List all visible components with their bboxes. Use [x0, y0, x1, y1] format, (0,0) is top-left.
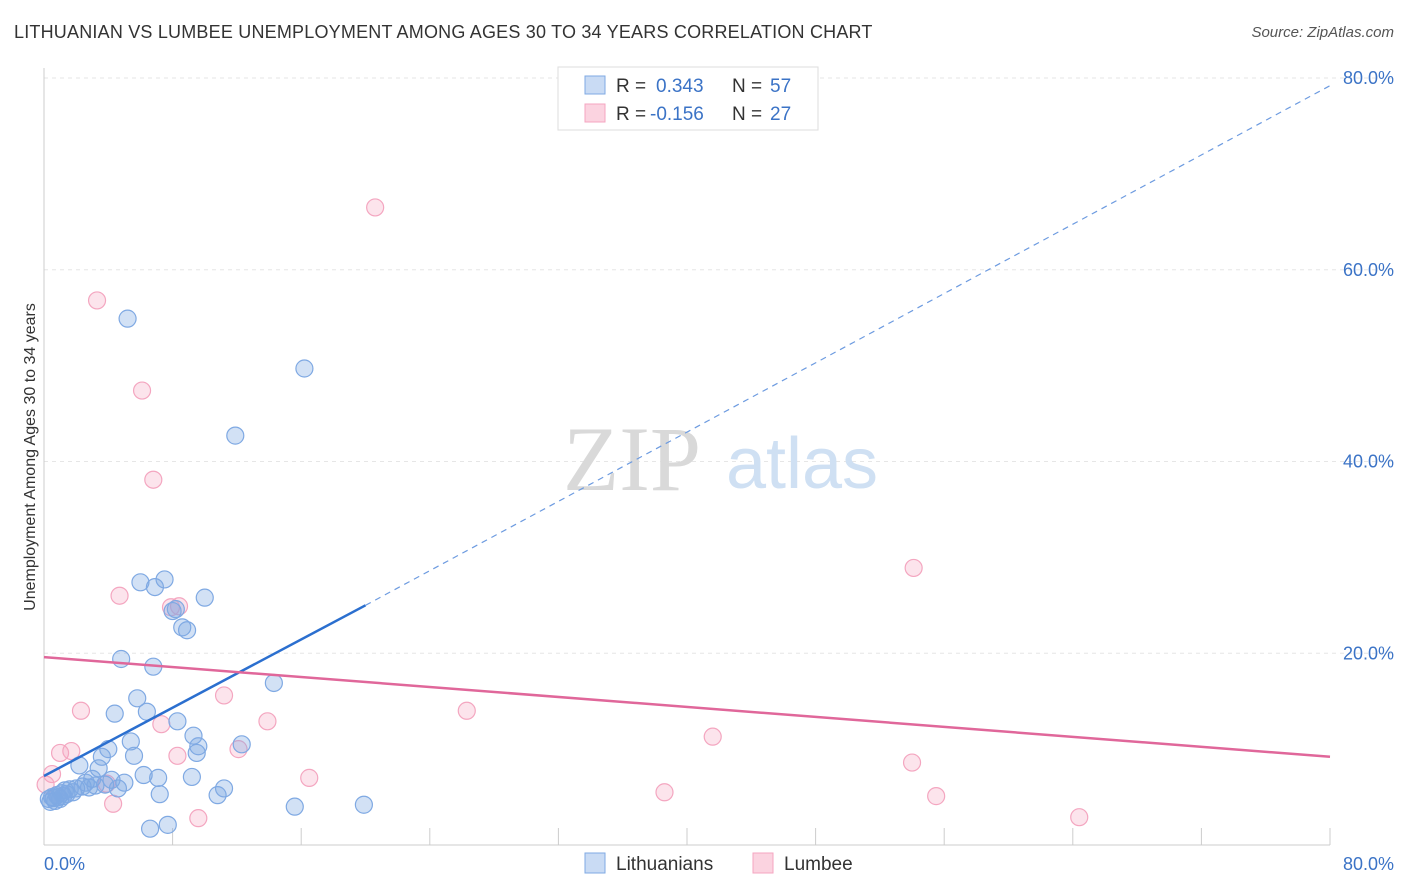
trend-line-lithuanians-extrapolated [365, 85, 1331, 606]
lithuanian-point-59 [285, 797, 304, 816]
lithuanian-point-28 [112, 649, 131, 669]
watermark: ZIP atlas [563, 408, 878, 510]
legend-n-value-2: 27 [770, 104, 791, 125]
y-tick-label-80: 80.0% [1343, 68, 1394, 88]
lithuanian-point-57 [232, 735, 251, 754]
lithuanian-point-31 [121, 732, 140, 751]
bottom-legend-lumbee: Lumbee [784, 854, 853, 875]
lumbee-point-25 [902, 753, 922, 772]
lumbee-point-5 [87, 291, 107, 310]
lithuanian-point-34 [131, 573, 150, 592]
lumbee-point-4 [71, 701, 91, 720]
legend-r-value-2: -0.156 [650, 104, 704, 125]
lumbee-point-19 [300, 768, 319, 787]
chart-title: LITHUANIAN VS LUMBEE UNEMPLOYMENT AMONG … [14, 22, 873, 42]
lithuanian-point-14 [67, 779, 86, 798]
lumbee-point-20 [366, 198, 385, 217]
watermark-atlas: atlas [726, 424, 878, 504]
lithuanian-point-50 [184, 726, 203, 745]
lumbee-point-2 [50, 743, 70, 763]
y-tick-label-40: 40.0% [1343, 452, 1394, 472]
lumbee-point-16 [214, 686, 234, 705]
lithuanian-point-33 [128, 689, 147, 708]
lumbee-point-7 [104, 794, 123, 813]
lithuanian-point-39 [145, 577, 165, 597]
legend-swatch-lithuanians [584, 75, 606, 95]
trend-line-lumbee [43, 655, 1331, 759]
lithuanian-point-21 [89, 759, 108, 778]
lithuanian-point-30 [118, 309, 137, 328]
lithuanian-point-40 [149, 768, 168, 787]
x-tick-label-max: 80.0% [1343, 854, 1394, 874]
lumbee-point-3 [62, 741, 81, 761]
lithuanian-point-56 [226, 426, 245, 445]
legend-swatch-lumbee [584, 103, 606, 123]
lithuanian-point-43 [158, 815, 177, 834]
lithuanian-point-47 [173, 618, 192, 637]
legend-r-value-1: 0.343 [656, 76, 704, 97]
tick-labels: 20.0% 40.0% 60.0% 80.0% 0.0% 80.0% [44, 68, 1394, 874]
correlation-legend: R = 0.343 N = 57 R = -0.156 N = 27 [557, 66, 819, 131]
lumbee-point-24 [904, 558, 923, 578]
legend-n-value-1: 57 [770, 76, 791, 97]
lumbee-point-13 [168, 746, 187, 765]
lithuanian-point-55 [214, 779, 234, 798]
lithuanian-point-29 [115, 773, 134, 792]
lithuanian-point-61 [354, 795, 373, 814]
lumbee-point-8 [110, 586, 129, 605]
bottom-swatch-lumbee [752, 852, 774, 874]
trend-lines [43, 85, 1331, 778]
y-tick-label-20: 20.0% [1343, 643, 1394, 663]
lithuanian-point-11 [57, 785, 76, 804]
y-axis-label: Unemployment Among Ages 30 to 34 years [22, 303, 39, 611]
lithuanian-point-49 [182, 767, 201, 787]
bottom-swatch-lithuanians [584, 852, 606, 874]
legend-n-label-1: N = [732, 76, 762, 97]
lumbee-point-22 [655, 783, 674, 802]
series-legend: Lithuanians Lumbee [584, 852, 853, 875]
lithuanian-point-54 [208, 786, 227, 805]
bottom-legend-lithuanians: Lithuanians [616, 854, 713, 875]
lumbee-point-10 [144, 470, 163, 489]
lithuanian-point-48 [177, 621, 197, 640]
x-tick-label-min: 0.0% [44, 854, 85, 874]
lumbee-point-26 [927, 787, 946, 806]
lithuanian-point-41 [150, 785, 169, 804]
lumbee-point-17 [229, 740, 248, 759]
lithuanian-point-20 [86, 776, 105, 795]
lithuanian-point-44 [163, 601, 182, 621]
lumbee-point-23 [703, 727, 722, 746]
lumbee-point-18 [258, 712, 277, 731]
lithuanian-point-52 [189, 737, 208, 756]
lithuanian-point-26 [105, 704, 124, 723]
lithuanian-point-45 [166, 600, 185, 619]
legend-r-label-1: R = [616, 76, 646, 97]
lithuanian-points [39, 309, 373, 838]
lithuanian-point-46 [168, 712, 187, 731]
lumbee-point-21 [457, 701, 476, 720]
grid-lines [44, 77, 1392, 654]
lithuanian-point-42 [155, 570, 174, 589]
lithuanian-point-53 [195, 588, 214, 607]
watermark-zip: ZIP [563, 408, 701, 510]
lithuanian-point-58 [264, 673, 283, 693]
lumbee-point-27 [1070, 808, 1089, 827]
axes [43, 68, 1331, 846]
y-tick-label-60: 60.0% [1343, 260, 1394, 280]
lithuanian-point-60 [295, 359, 314, 378]
legend-r-label-2: R = [616, 104, 646, 125]
trend-line-lithuanians [43, 604, 367, 778]
lithuanian-point-32 [124, 746, 144, 765]
legend-n-label-2: N = [732, 104, 762, 125]
source-label: Source: ZipAtlas.com [1251, 24, 1394, 41]
lithuanian-point-51 [187, 743, 206, 763]
lumbee-point-9 [132, 381, 152, 400]
lumbee-point-15 [189, 809, 208, 828]
lithuanian-point-35 [134, 765, 153, 785]
lithuanian-point-37 [140, 819, 160, 838]
